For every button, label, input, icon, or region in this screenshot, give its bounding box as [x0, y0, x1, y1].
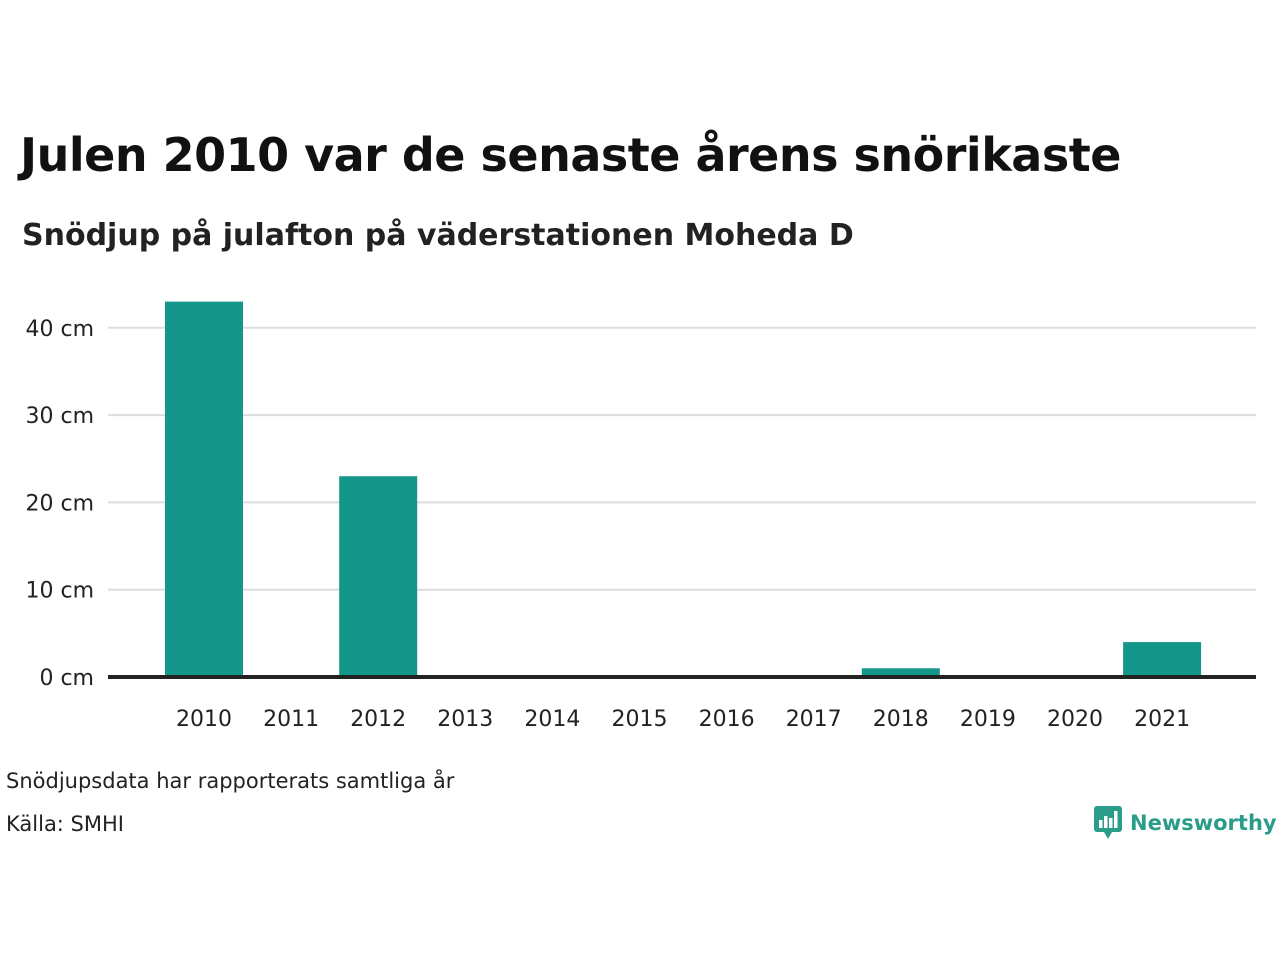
newsworthy-logo-icon	[1094, 806, 1122, 839]
brand-logo: Newsworthy	[1094, 806, 1277, 840]
x-tick-label: 2020	[1047, 707, 1103, 732]
source-credit: Källa: SMHI	[6, 812, 124, 836]
x-tick-label: 2018	[873, 707, 929, 732]
x-tick-label: 2015	[612, 707, 668, 732]
x-tick-label: 2012	[350, 707, 406, 732]
data-note: Snödjupsdata har rapporterats samtliga å…	[6, 769, 455, 793]
x-tick-label: 2019	[960, 707, 1016, 732]
y-tick-label: 40 cm	[25, 317, 94, 342]
y-tick-label: 0 cm	[39, 666, 94, 691]
y-tick-label: 20 cm	[25, 491, 94, 516]
chart-subtitle: Snödjup på julafton på väderstationen Mo…	[22, 218, 854, 253]
gridlines	[108, 326, 1256, 591]
x-tick-label: 2011	[263, 707, 319, 732]
x-tick-label: 2014	[524, 707, 580, 732]
y-tick-label: 10 cm	[25, 579, 94, 604]
brand-name: Newsworthy	[1130, 811, 1277, 835]
x-tick-label: 2021	[1134, 707, 1190, 732]
x-tick-label: 2013	[437, 707, 493, 732]
x-tick-label: 2016	[699, 707, 755, 732]
bar-2010	[165, 301, 243, 677]
y-tick-label: 30 cm	[25, 404, 94, 429]
bar-2012	[339, 476, 418, 677]
bar-2018	[861, 668, 940, 677]
bars	[165, 301, 1202, 677]
bar-2021	[1123, 642, 1202, 677]
x-tick-label: 2010	[176, 707, 232, 732]
chart-title: Julen 2010 var de senaste årens snörikas…	[20, 128, 1121, 182]
x-tick-label: 2017	[786, 707, 842, 732]
y-axis-ticks: 0 cm 10 cm 20 cm 30 cm 40 cm	[25, 317, 94, 691]
x-axis-ticks: 2010 2011 2012 2013 2014 2015 2016 2017 2018 2019…	[176, 707, 1190, 732]
